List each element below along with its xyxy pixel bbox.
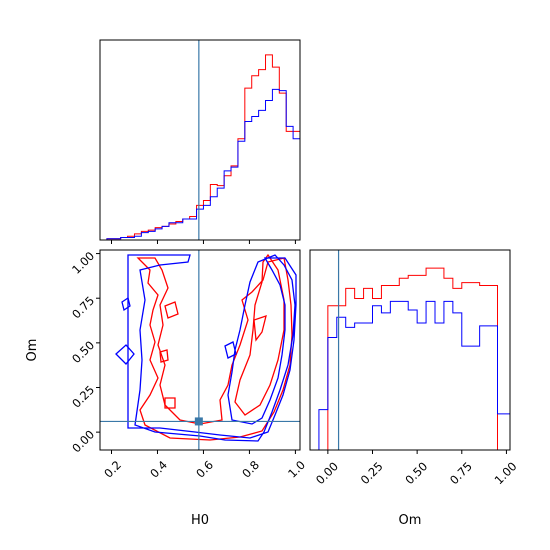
y-axis-title-om: Om <box>25 339 40 362</box>
contour-xtick-label-2: 0.4 <box>147 458 170 481</box>
contour-blue-2 <box>121 296 131 312</box>
om-xtick-label-1: 0.00 <box>313 459 341 487</box>
om-xtick-label-5: 1.00 <box>492 459 520 487</box>
contour-blue-3 <box>115 344 135 365</box>
om-histogram-series-1 <box>310 267 510 451</box>
contour-ytick-label-5: 1.00 <box>69 249 97 277</box>
contour-xtick-label-4: 0.8 <box>239 458 262 481</box>
contour-blue-4 <box>224 341 237 359</box>
contour-truth-marker <box>194 417 203 426</box>
h0-histogram-series-1 <box>100 54 301 241</box>
h0-histogram-panel <box>99 39 301 244</box>
h0-om-contour-panel: 0.2 0.4 0.6 0.8 1.0 0.00 0.25 0.50 0.75 1.00 <box>69 249 308 481</box>
om-xtick-label-2: 0.25 <box>358 459 386 487</box>
x-axis-title-om: Om <box>399 513 422 528</box>
contour-red-3 <box>253 315 267 342</box>
om-histogram-series-2 <box>310 300 511 451</box>
contour-red-1 <box>136 257 293 441</box>
contour-ytick-label-3: 0.50 <box>69 338 97 366</box>
x-axis-title-h0: H0 <box>191 513 209 528</box>
contour-frame <box>99 249 301 451</box>
om-histogram-frame <box>309 249 511 451</box>
h0-histogram-frame <box>99 39 301 241</box>
contour-xtick-label-3: 0.6 <box>193 458 216 481</box>
contour-red-2 <box>234 253 285 416</box>
h0-histogram-series-2 <box>100 88 301 241</box>
contour-ytick-label-1: 0.00 <box>69 427 97 455</box>
contour-xtick-label-5: 1.0 <box>285 458 308 481</box>
om-xtick-label-4: 0.75 <box>447 459 475 487</box>
contour-ytick-label-4: 0.75 <box>69 293 97 321</box>
contour-xtick-label-1: 0.2 <box>101 458 124 481</box>
om-xtick-label-3: 0.50 <box>402 459 430 487</box>
contour-red-6 <box>159 349 169 363</box>
contour-ytick-label-2: 0.25 <box>69 383 97 411</box>
om-histogram-panel: 0.00 0.25 0.50 0.75 1.00 <box>309 249 520 487</box>
contour-red-5 <box>164 397 176 409</box>
contour-red-4 <box>164 301 179 319</box>
